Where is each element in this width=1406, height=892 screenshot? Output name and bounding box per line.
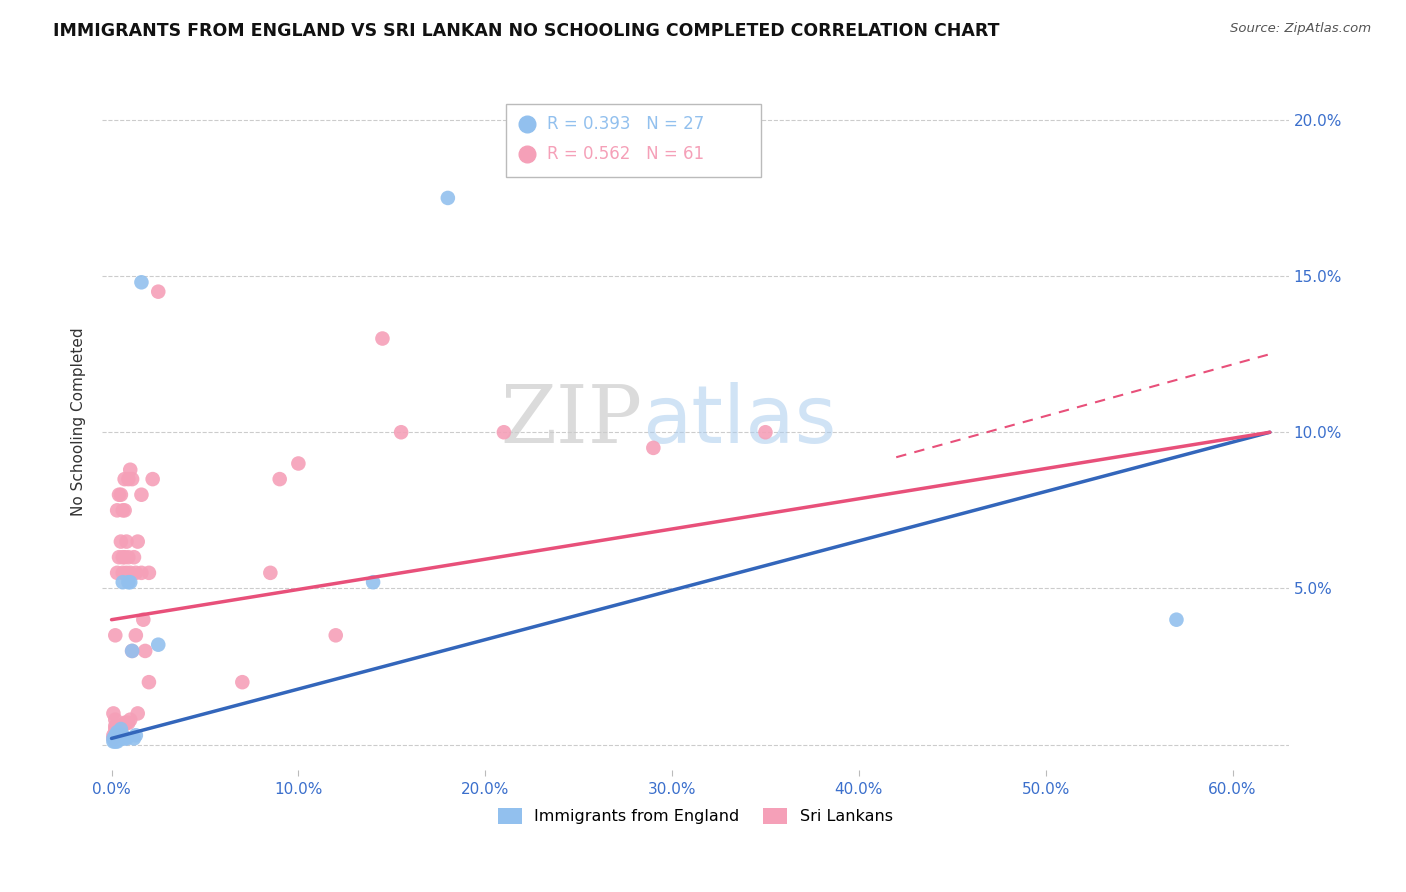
Point: [122, 550, 145, 565]
Point: [115, 534, 138, 549]
Point: [103, 734, 125, 748]
Point: [108, 722, 131, 736]
Point: [120, 566, 142, 580]
Point: [105, 734, 128, 748]
Point: [117, 550, 139, 565]
Point: [437, 191, 460, 205]
Point: [138, 566, 160, 580]
Point: [754, 425, 776, 440]
Point: [108, 488, 131, 502]
Y-axis label: No Schooling Completed: No Schooling Completed: [72, 327, 86, 516]
Point: [105, 503, 128, 517]
Point: [111, 575, 134, 590]
Legend: Immigrants from England, Sri Lankans: Immigrants from England, Sri Lankans: [498, 808, 893, 824]
Point: [117, 715, 139, 730]
Point: [117, 575, 139, 590]
Point: [122, 731, 145, 746]
Point: [103, 728, 125, 742]
Point: [389, 425, 412, 440]
Point: [142, 472, 165, 486]
Point: [492, 425, 515, 440]
Point: [287, 457, 309, 471]
Point: [120, 713, 142, 727]
Text: R = 0.393   N = 27: R = 0.393 N = 27: [547, 115, 704, 133]
Point: [115, 566, 138, 580]
Point: [115, 715, 138, 730]
Point: [110, 488, 132, 502]
Point: [104, 628, 127, 642]
Point: [125, 728, 148, 742]
Text: R = 0.562   N = 61: R = 0.562 N = 61: [547, 145, 704, 163]
Point: [104, 728, 127, 742]
Point: [108, 731, 131, 746]
Point: [148, 638, 170, 652]
Point: [111, 566, 134, 580]
Point: [111, 728, 134, 742]
Point: [110, 728, 132, 742]
Point: [111, 503, 134, 517]
Point: [108, 550, 131, 565]
Point: [108, 719, 131, 733]
Point: [121, 644, 143, 658]
Point: [127, 706, 149, 721]
Point: [105, 566, 128, 580]
Point: [111, 550, 134, 565]
Point: [148, 285, 170, 299]
Point: [325, 628, 347, 642]
Point: [114, 731, 136, 746]
Point: [104, 719, 127, 733]
Text: ZIP: ZIP: [501, 383, 643, 460]
Point: [1166, 613, 1188, 627]
Point: [269, 472, 291, 486]
Text: atlas: atlas: [643, 383, 837, 460]
Point: [121, 472, 143, 486]
Point: [104, 734, 127, 748]
Point: [131, 488, 153, 502]
Point: [138, 675, 160, 690]
Point: [259, 566, 281, 580]
Point: [134, 644, 156, 658]
Point: [131, 275, 153, 289]
Point: [115, 731, 138, 746]
Point: [117, 472, 139, 486]
Point: [110, 731, 132, 746]
Point: [103, 706, 125, 721]
Point: [121, 644, 143, 658]
Point: [105, 722, 128, 736]
Point: [114, 715, 136, 730]
Point: [105, 728, 128, 742]
Point: [125, 628, 148, 642]
Point: [104, 713, 127, 727]
Point: [105, 731, 128, 746]
Point: [132, 613, 155, 627]
Point: [105, 725, 128, 739]
Point: [114, 550, 136, 565]
Point: [114, 472, 136, 486]
Point: [127, 534, 149, 549]
Point: [361, 575, 384, 590]
Text: Source: ZipAtlas.com: Source: ZipAtlas.com: [1230, 22, 1371, 36]
Point: [110, 722, 132, 736]
Point: [110, 534, 132, 549]
Point: [105, 725, 128, 739]
Point: [125, 566, 148, 580]
Point: [231, 675, 253, 690]
Point: [371, 332, 394, 346]
Point: [120, 463, 142, 477]
Point: [104, 722, 127, 736]
Text: IMMIGRANTS FROM ENGLAND VS SRI LANKAN NO SCHOOLING COMPLETED CORRELATION CHART: IMMIGRANTS FROM ENGLAND VS SRI LANKAN NO…: [53, 22, 1000, 40]
Point: [131, 566, 153, 580]
Point: [103, 731, 125, 746]
Point: [103, 731, 125, 746]
Point: [108, 728, 131, 742]
Point: [120, 575, 142, 590]
Point: [643, 441, 665, 455]
Point: [104, 728, 127, 742]
Point: [111, 719, 134, 733]
Point: [114, 503, 136, 517]
Point: [110, 722, 132, 736]
FancyBboxPatch shape: [506, 104, 761, 178]
